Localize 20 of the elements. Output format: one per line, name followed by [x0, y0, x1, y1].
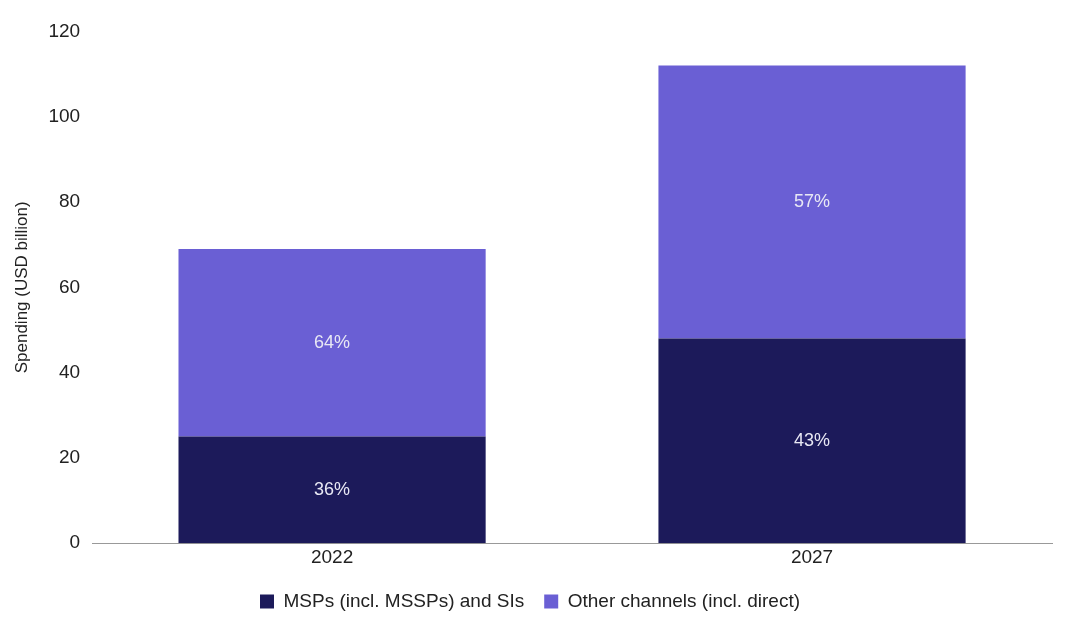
x-tick-label: 2022 — [310, 545, 354, 567]
bar — [658, 65, 966, 339]
y-tick-label: 60 — [58, 275, 81, 297]
y-tick-label: 40 — [58, 360, 81, 382]
bar — [658, 338, 966, 544]
y-tick-label: 100 — [48, 104, 81, 126]
bar — [178, 248, 486, 437]
y-tick-label: 80 — [58, 190, 81, 212]
x-tick-label: 2027 — [790, 545, 834, 567]
bar — [178, 436, 486, 544]
annotation: 57% — [794, 190, 831, 211]
annotation: 36% — [314, 478, 351, 499]
y-tick-label: 120 — [48, 19, 81, 41]
y-tick-label: 20 — [58, 446, 81, 468]
annotation: 64% — [314, 331, 351, 352]
legend-label: Other channels (incl. direct) — [567, 589, 801, 611]
y-tick-label: 0 — [69, 531, 81, 553]
annotation: 43% — [794, 429, 831, 450]
y-axis-title: Spending (USD billion) — [11, 201, 31, 374]
legend-label: MSPs (incl. MSSPs) and SIs — [283, 589, 525, 611]
